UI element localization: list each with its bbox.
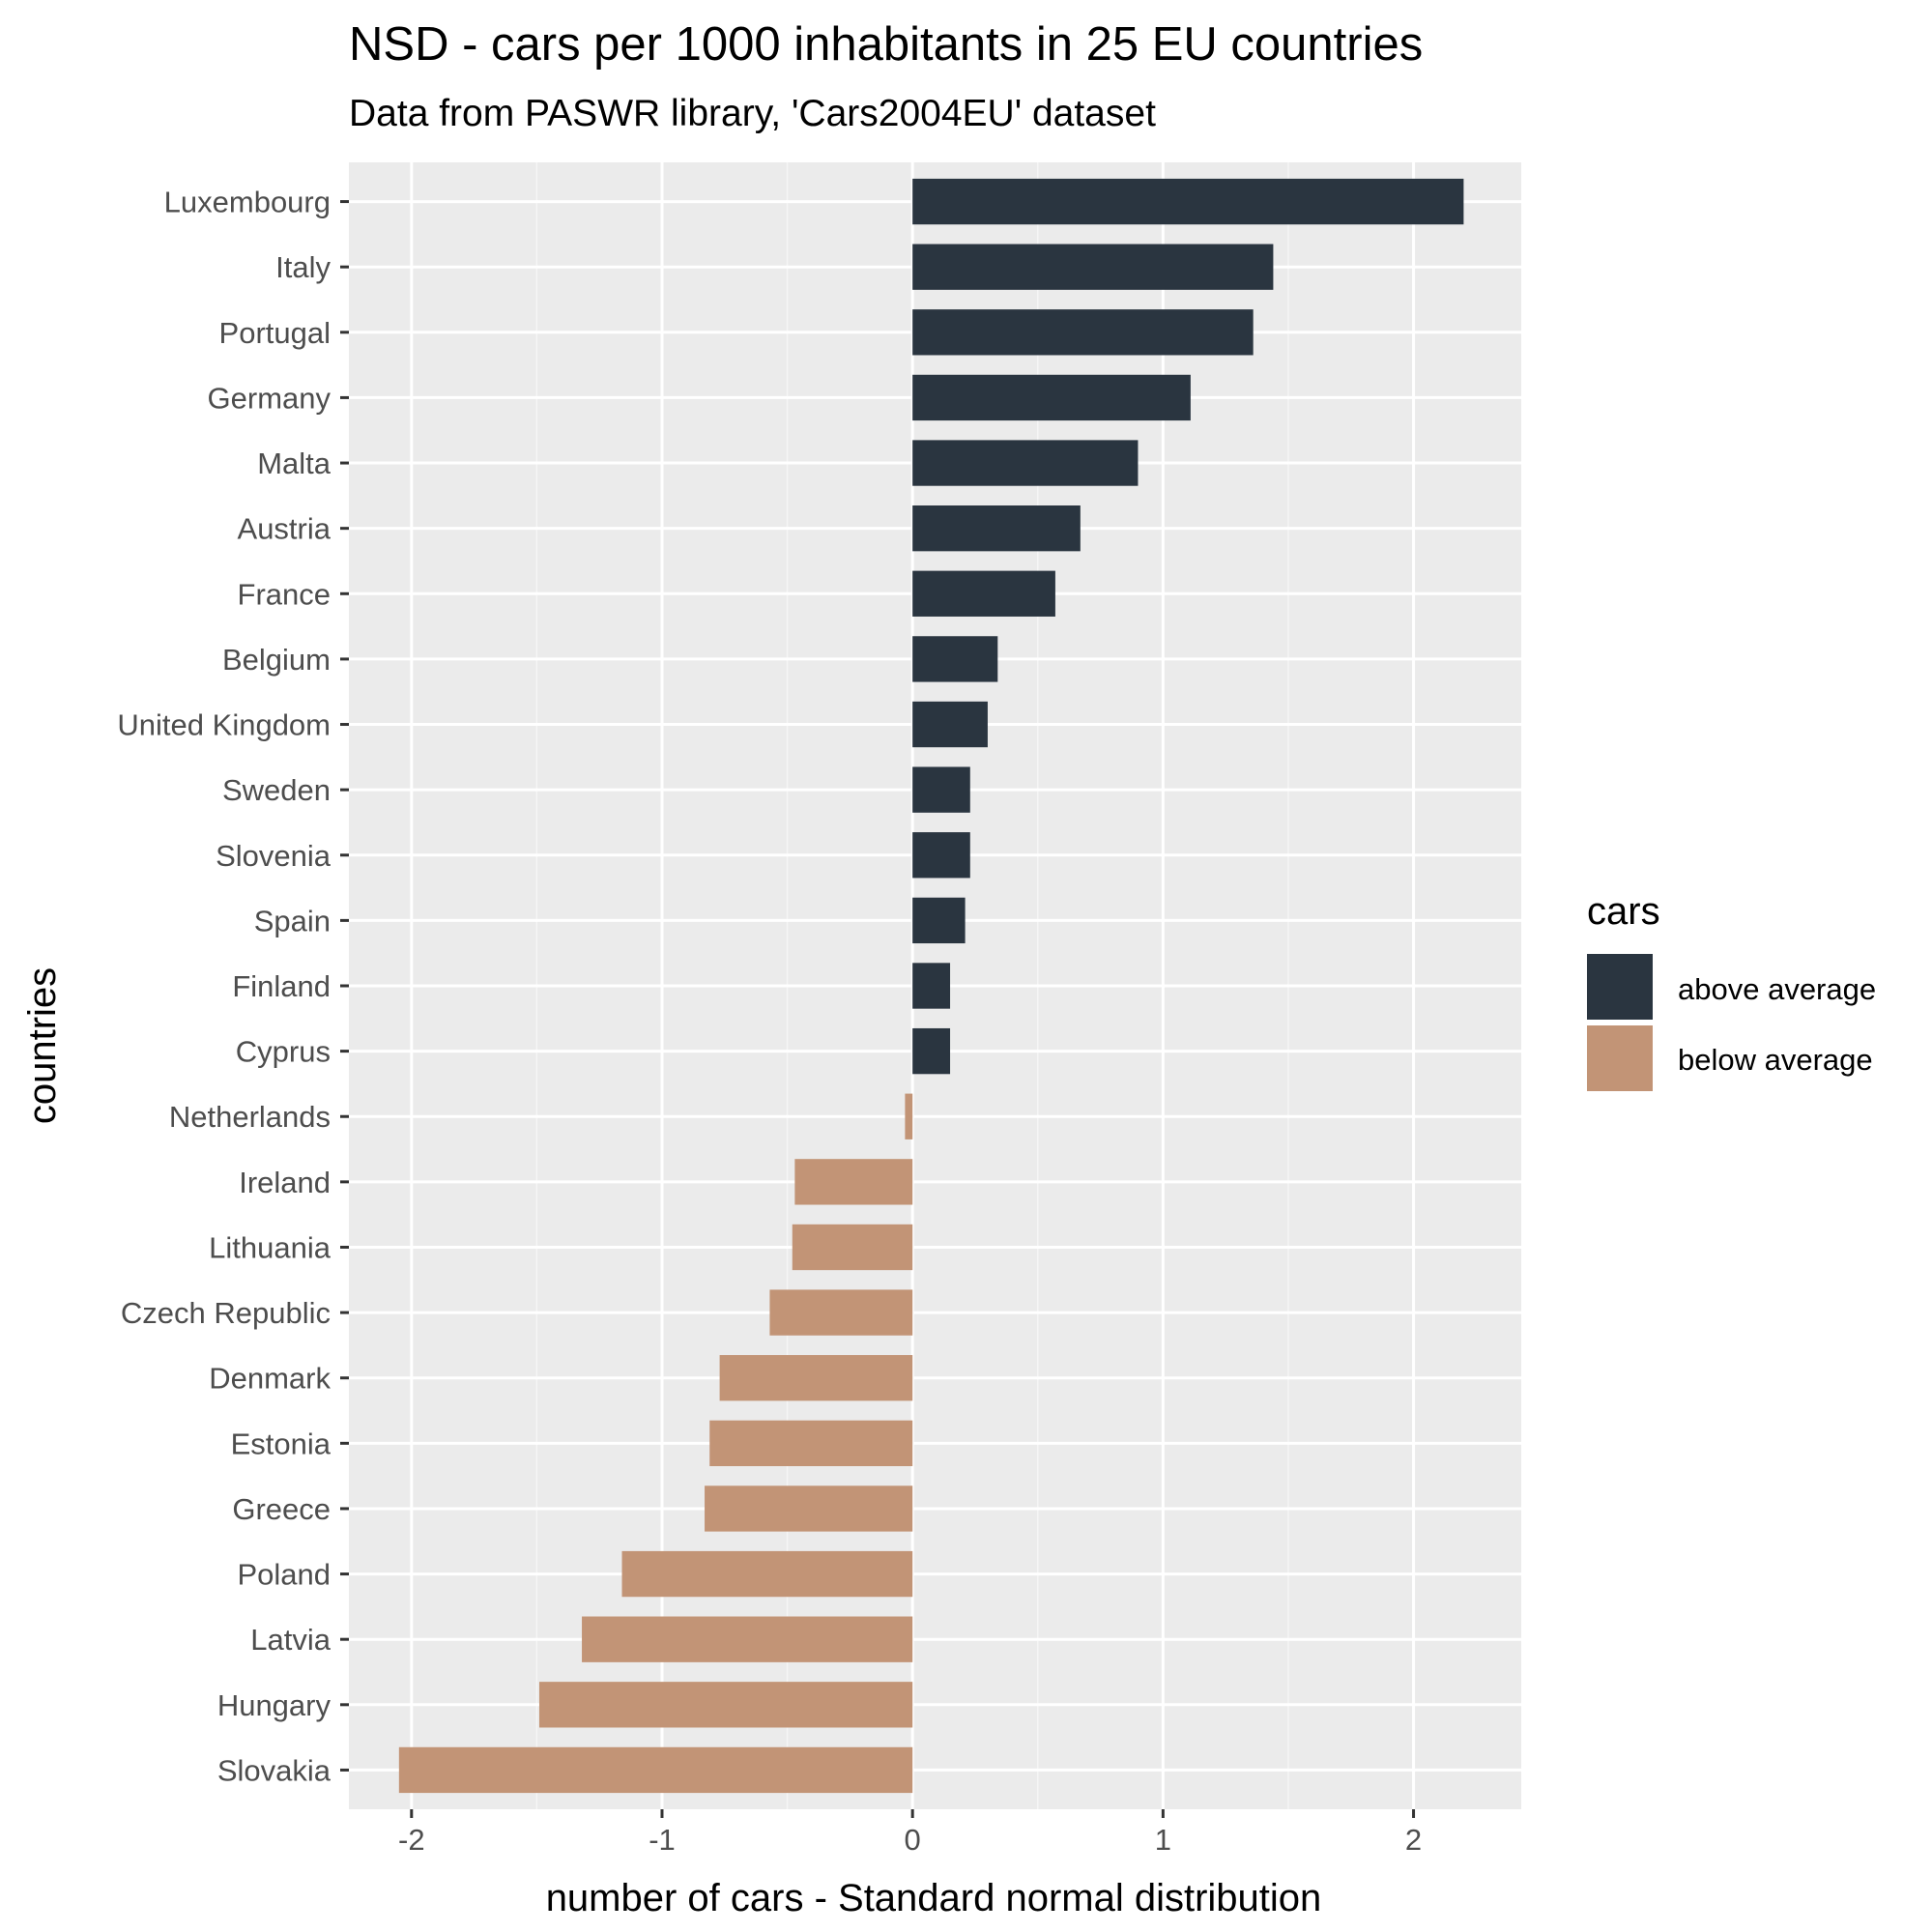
bar — [792, 1224, 913, 1271]
x-tick-label: -2 — [398, 1823, 425, 1857]
y-tick-label: Portugal — [219, 316, 331, 350]
bar — [621, 1550, 913, 1598]
bar — [398, 1746, 913, 1794]
x-axis: -2 -1 0 1 2 — [398, 1809, 1422, 1857]
y-tick-label: Lithuania — [209, 1230, 332, 1264]
bar — [912, 309, 1254, 356]
bar — [912, 701, 988, 748]
bar — [538, 1682, 913, 1728]
bar — [905, 1093, 913, 1139]
bar — [705, 1485, 913, 1532]
y-tick-label: Sweden — [222, 773, 331, 807]
x-tick-label: -1 — [649, 1823, 676, 1857]
y-tick-label: Hungary — [217, 1688, 332, 1722]
y-tick-label: Poland — [237, 1558, 331, 1592]
x-axis-title: number of cars - Standard normal distrib… — [546, 1877, 1322, 1919]
y-tick-label: Spain — [254, 904, 331, 937]
y-tick-label: Luxembourg — [164, 186, 331, 219]
y-tick-label: Italy — [275, 250, 331, 284]
y-tick-label: Estonia — [231, 1427, 332, 1460]
chart-subtitle: Data from PASWR library, 'Cars2004EU' da… — [349, 93, 1156, 134]
y-tick-label: Greece — [232, 1492, 331, 1526]
bar — [912, 505, 1081, 552]
y-tick-label: Belgium — [222, 643, 331, 677]
bar — [719, 1355, 913, 1401]
legend-swatch-above-average — [1587, 954, 1653, 1020]
y-tick-label: Austria — [238, 512, 332, 546]
bar — [582, 1616, 913, 1662]
y-tick-label: Czech Republic — [121, 1296, 331, 1330]
y-axis-title: countries — [21, 967, 64, 1124]
bar — [709, 1420, 913, 1466]
bar — [912, 244, 1274, 290]
y-tick-label: Malta — [257, 447, 332, 480]
bar — [912, 766, 970, 813]
y-tick-label: Germany — [208, 381, 332, 415]
bar — [912, 832, 970, 879]
bar — [912, 440, 1139, 486]
y-tick-label: Cyprus — [236, 1035, 331, 1069]
x-tick-label: 0 — [905, 1823, 921, 1857]
legend-title: cars — [1587, 890, 1660, 933]
y-tick-label: Denmark — [209, 1362, 331, 1396]
legend-swatch-below-average — [1587, 1025, 1653, 1091]
bar — [912, 178, 1464, 225]
bar — [912, 1027, 951, 1075]
chart-title: NSD - cars per 1000 inhabitants in 25 EU… — [349, 18, 1423, 71]
y-tick-label: France — [238, 577, 331, 611]
bar — [912, 897, 966, 944]
y-tick-label: Netherlands — [169, 1100, 331, 1134]
y-axis: Luxembourg Italy Portugal Germany Malta Austr… — [117, 186, 349, 1787]
x-tick-label: 2 — [1405, 1823, 1422, 1857]
y-tick-label: Latvia — [250, 1623, 331, 1657]
legend-label-above-average: above average — [1678, 972, 1876, 1006]
legend: cars above average below average — [1587, 890, 1876, 1091]
bar — [912, 963, 951, 1009]
bar — [912, 374, 1191, 421]
y-tick-label: Slovenia — [216, 839, 332, 873]
bar — [769, 1289, 913, 1336]
x-tick-label: 1 — [1155, 1823, 1171, 1857]
y-tick-label: Ireland — [239, 1166, 331, 1199]
bars — [398, 178, 1464, 1794]
y-tick-label: Slovakia — [217, 1753, 332, 1787]
bar — [912, 636, 998, 682]
y-tick-label: Finland — [232, 969, 331, 1003]
bar — [794, 1159, 913, 1205]
bar — [912, 570, 1055, 617]
y-tick-label: United Kingdom — [117, 708, 331, 742]
legend-label-below-average: below average — [1678, 1043, 1873, 1077]
